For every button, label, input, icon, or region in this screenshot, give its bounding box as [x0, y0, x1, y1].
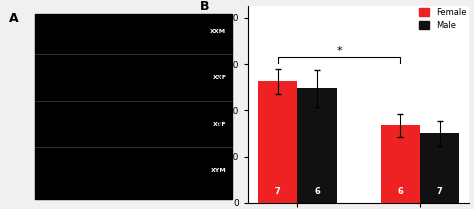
Text: 6: 6: [314, 187, 320, 196]
Text: 7: 7: [275, 187, 281, 196]
Text: XXM: XXM: [210, 29, 227, 34]
Legend: Female, Male: Female, Male: [416, 5, 470, 33]
Bar: [420, 133, 459, 203]
Text: *: *: [337, 46, 342, 56]
Text: A: A: [9, 12, 19, 25]
Text: B: B: [200, 0, 209, 13]
Y-axis label: Infarct size(%): Infarct size(%): [216, 72, 225, 137]
Text: XYM: XYM: [210, 168, 227, 173]
Text: 7: 7: [437, 187, 443, 196]
Bar: [298, 88, 337, 203]
Text: XXF: XXF: [212, 75, 227, 80]
Text: XYF: XYF: [213, 122, 227, 127]
Bar: [381, 125, 420, 203]
Bar: [35, 14, 232, 199]
Bar: [258, 81, 298, 203]
Text: 6: 6: [398, 187, 403, 196]
